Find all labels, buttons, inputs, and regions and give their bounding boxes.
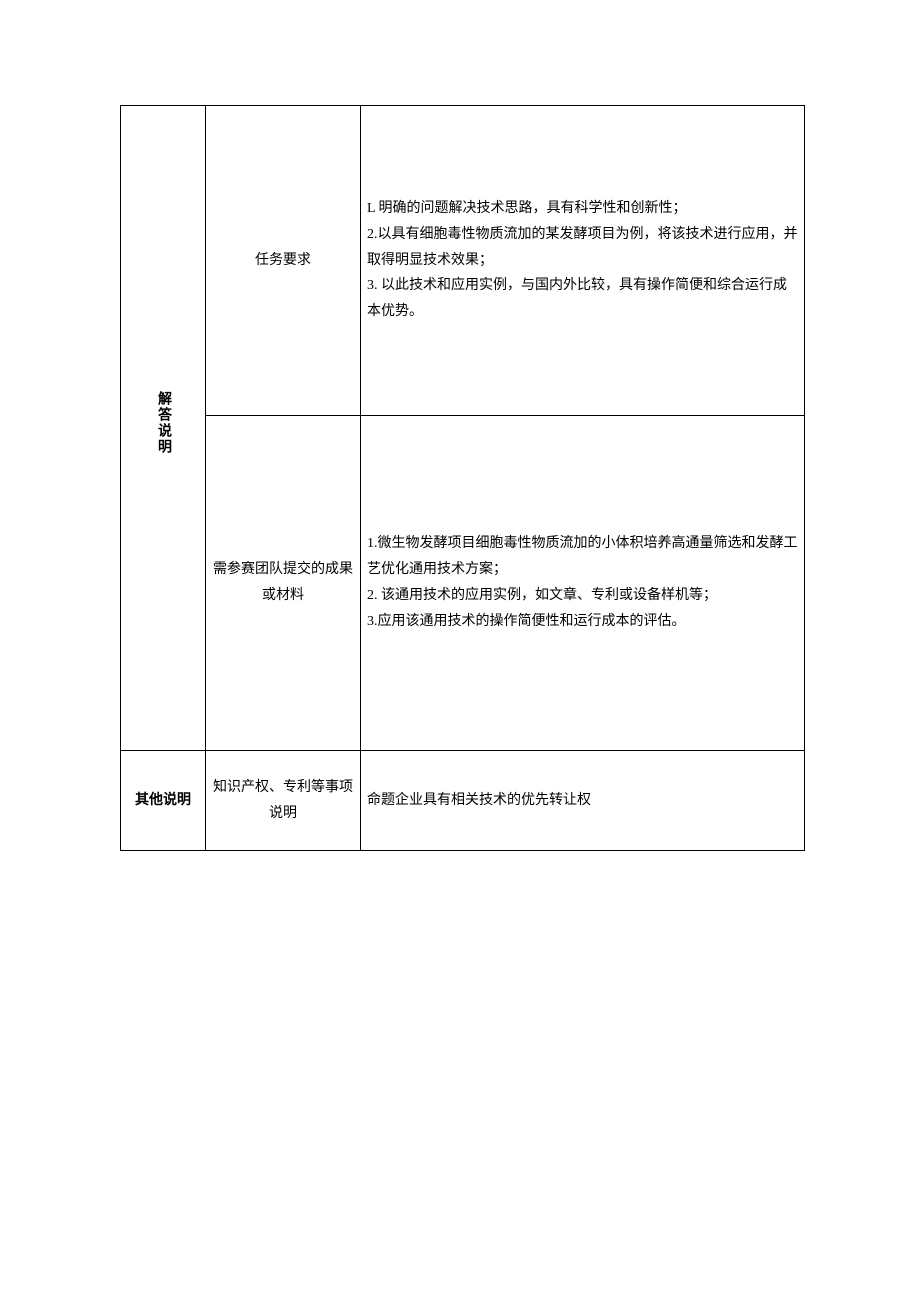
row-label: 任务要求 xyxy=(255,253,311,268)
content-cell-ip: 命题企业具有相关技术的优先转让权 xyxy=(361,751,805,851)
table-row: 需参赛团队提交的成果或材料 1.微生物发酵项目细胞毒性物质流加的小体积培养高通量… xyxy=(121,416,805,751)
row-content: L 明确的问题解决技术思路，具有科学性和创新性； 2.以具有细胞毒性物质流加的某… xyxy=(367,201,798,320)
section-cell-answer: 解答说明 xyxy=(121,106,206,751)
section-label: 其他说明 xyxy=(135,793,191,808)
content-cell-task: L 明确的问题解决技术思路，具有科学性和创新性； 2.以具有细胞毒性物质流加的某… xyxy=(361,106,805,416)
label-cell-deliverable: 需参赛团队提交的成果或材料 xyxy=(206,416,361,751)
section-cell-other: 其他说明 xyxy=(121,751,206,851)
row-label: 需参赛团队提交的成果或材料 xyxy=(213,562,353,603)
section-label: 解答说明 xyxy=(150,391,176,455)
row-content: 命题企业具有相关技术的优先转让权 xyxy=(367,793,591,808)
row-label: 知识产权、专利等事项说明 xyxy=(213,780,353,821)
label-cell-ip: 知识产权、专利等事项说明 xyxy=(206,751,361,851)
document-table: 解答说明 任务要求 L 明确的问题解决技术思路，具有科学性和创新性； 2.以具有… xyxy=(120,105,805,851)
table-row: 其他说明 知识产权、专利等事项说明 命题企业具有相关技术的优先转让权 xyxy=(121,751,805,851)
row-content: 1.微生物发酵项目细胞毒性物质流加的小体积培养高通量筛选和发酵工艺优化通用技术方… xyxy=(367,536,798,629)
table-row: 解答说明 任务要求 L 明确的问题解决技术思路，具有科学性和创新性； 2.以具有… xyxy=(121,106,805,416)
content-cell-deliverable: 1.微生物发酵项目细胞毒性物质流加的小体积培养高通量筛选和发酵工艺优化通用技术方… xyxy=(361,416,805,751)
label-cell-task: 任务要求 xyxy=(206,106,361,416)
